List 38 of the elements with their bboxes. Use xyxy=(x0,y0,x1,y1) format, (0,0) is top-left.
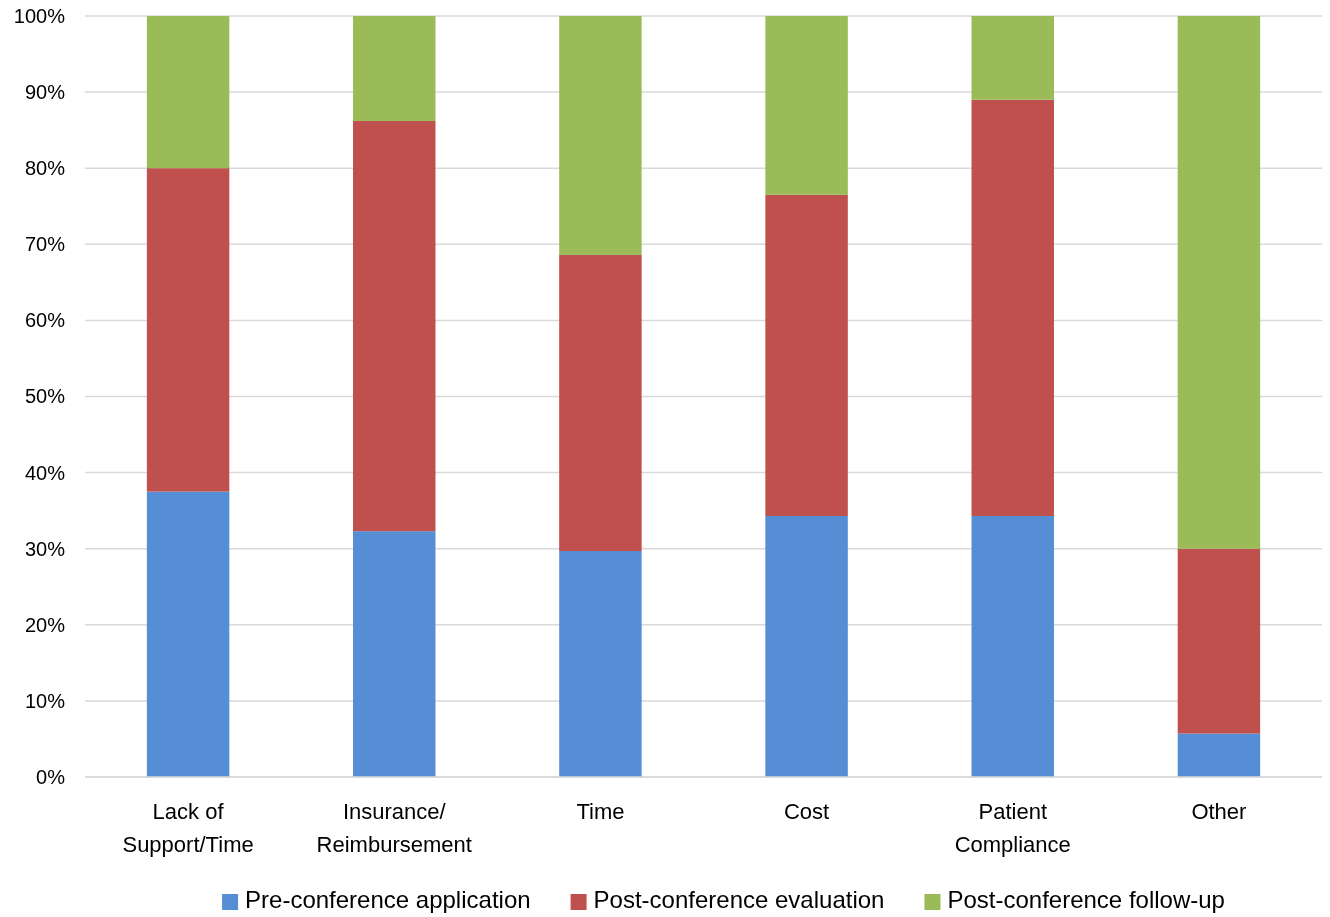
bar xyxy=(146,491,230,777)
legend-label: Pre-conference application xyxy=(245,886,531,913)
x-tick-label: Patient Compliance xyxy=(954,799,1071,857)
y-tick-label: 50% xyxy=(24,385,66,408)
bar xyxy=(559,550,642,777)
legend-label: Post-conference evaluation xyxy=(593,886,885,913)
bar xyxy=(146,168,230,492)
bar xyxy=(971,515,1054,777)
bar xyxy=(765,194,848,516)
y-tick-label: 60% xyxy=(24,309,66,332)
y-tick-label: 40% xyxy=(24,461,66,484)
y-tick-label: 70% xyxy=(24,233,66,256)
bar xyxy=(353,16,436,122)
y-tick-label: 10% xyxy=(24,689,66,712)
bar xyxy=(765,16,848,195)
bar xyxy=(765,515,848,777)
bar xyxy=(1177,548,1261,734)
x-tick-label: Insurance/ Reimbursement xyxy=(316,799,472,857)
x-tick-label: Cost xyxy=(783,799,830,824)
y-tick-label: 100% xyxy=(13,4,66,27)
legend-label: Post-conference follow-up xyxy=(947,886,1225,913)
y-tick-label: 30% xyxy=(24,537,66,560)
bar xyxy=(559,254,642,551)
bar xyxy=(353,121,436,532)
bar xyxy=(146,16,230,169)
bar xyxy=(1177,16,1261,549)
bar xyxy=(1177,733,1261,777)
x-tick-label: Time xyxy=(576,799,625,824)
bar xyxy=(971,16,1054,100)
y-tick-label: 90% xyxy=(24,81,66,103)
y-tick-label: 20% xyxy=(24,613,66,636)
x-tick-label: Other xyxy=(1191,799,1247,824)
bar xyxy=(559,16,642,255)
bar xyxy=(971,99,1054,516)
x-tick-label: Lack of Support/Time xyxy=(122,799,254,857)
bar xyxy=(353,531,436,777)
y-tick-label: 80% xyxy=(24,157,66,180)
y-tick-label: 0% xyxy=(36,765,66,788)
